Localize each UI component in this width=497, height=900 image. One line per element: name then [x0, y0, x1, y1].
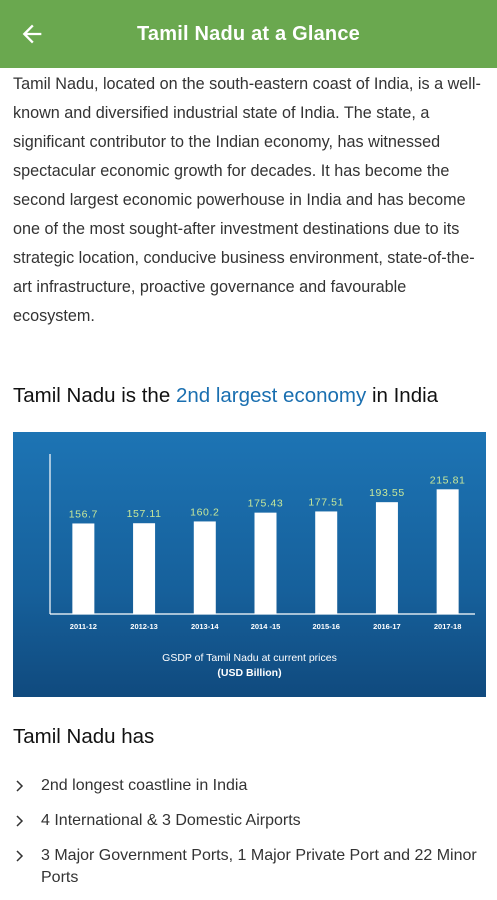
gsdp-chart-svg: 156.7 2011-12 157.11 2012-13 160.2 2013-14 175…: [49, 454, 475, 631]
chart-bar: [193, 521, 216, 614]
chart-data-label: 156.7: [69, 508, 98, 520]
chart-data-label: 215.81: [430, 474, 466, 486]
chart-data-label: 193.55: [369, 487, 405, 499]
chart-bar: [375, 502, 398, 614]
chart-data-label: 160.2: [190, 506, 219, 518]
economy-heading-suffix: in India: [366, 384, 439, 407]
list-item: 3 Major Government Ports, 1 Major Privat…: [13, 845, 483, 889]
list-item: 4 International & 3 Domestic Airports: [13, 810, 483, 832]
chart-tick-label: 2013-14: [191, 622, 219, 631]
chart-data-label: 175.43: [248, 498, 284, 510]
facts-heading: Tamil Nadu has: [13, 725, 155, 748]
chart-bar: [436, 489, 459, 614]
chevron-right-icon: [15, 775, 29, 797]
app-bar: Tamil Nadu at a Glance: [0, 0, 497, 68]
chart-bar: [133, 523, 156, 614]
facts-list: 2nd longest coastline in India 4 Interna…: [13, 775, 483, 900]
chevron-right-icon: [15, 810, 29, 832]
economy-heading-prefix: Tamil Nadu is the: [13, 384, 176, 407]
chart-caption: GSDP of Tamil Nadu at current prices: [162, 652, 337, 664]
economy-heading-highlight: 2nd largest economy: [175, 384, 367, 407]
chart-bar: [254, 512, 277, 614]
chart-tick-label: 2012-13: [130, 622, 158, 631]
chart-tick-label: 2017-18: [434, 622, 462, 631]
chart-data-label: 177.51: [308, 496, 344, 508]
chart-bar: [315, 511, 338, 614]
list-item: 2nd longest coastline in India: [13, 775, 483, 797]
back-button[interactable]: [14, 16, 50, 52]
chart-tick-label: 2014 -15: [251, 622, 281, 631]
chart-tick-label: 2011-12: [70, 622, 97, 631]
chart-caption-unit: (USD Billion): [217, 667, 282, 679]
intro-paragraph: Tamil Nadu, located on the south-eastern…: [13, 75, 481, 325]
chevron-right-icon: [15, 845, 29, 867]
fact-text: 3 Major Government Ports, 1 Major Privat…: [41, 847, 477, 886]
chart-bar: [72, 523, 95, 614]
chart-tick-label: 2015-16: [312, 622, 340, 631]
chart-tick-label: 2016-17: [373, 622, 401, 631]
fact-text: 4 International & 3 Domestic Airports: [41, 812, 301, 829]
chart-data-label: 157.11: [127, 508, 162, 520]
fact-text: 2nd longest coastline in India: [41, 777, 248, 794]
arrow-left-icon: [22, 24, 42, 44]
gsdp-chart: 156.7 2011-12 157.11 2012-13 160.2 2013-14 175…: [13, 432, 486, 697]
page-title: Tamil Nadu at a Glance: [137, 22, 360, 45]
economy-heading: Tamil Nadu is the 2nd largest economy in…: [13, 384, 438, 408]
